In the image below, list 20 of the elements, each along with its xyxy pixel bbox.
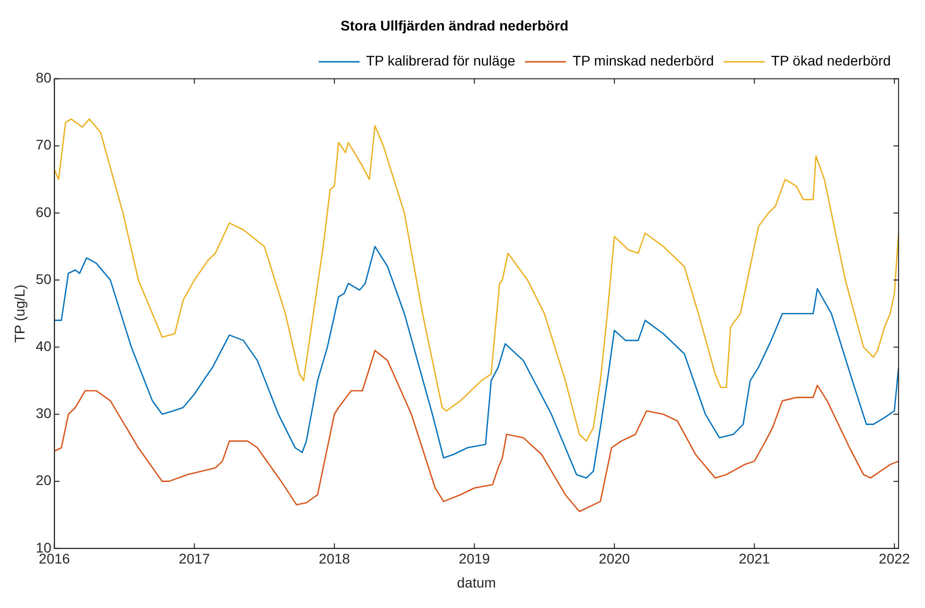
legend-label: TP kalibrerad för nuläge — [366, 52, 516, 69]
x-tick-label: 2020 — [598, 550, 630, 567]
chart-title: Stora Ullfjärden ändrad nederbörd — [340, 17, 568, 34]
y-tick-label: 50 — [36, 270, 52, 287]
y-axis-title: TP (ug/L) — [11, 284, 28, 343]
y-tick-label: 70 — [36, 136, 52, 153]
y-tick-label: 30 — [36, 405, 52, 422]
legend-label: TP minskad nederbörd — [572, 52, 714, 69]
x-tick-label: 2022 — [878, 550, 910, 567]
y-tick-label: 40 — [36, 338, 52, 354]
legend-label: TP ökad nederbörd — [771, 52, 891, 69]
y-tick-label: 80 — [36, 70, 52, 86]
y-tick-label: 10 — [36, 539, 52, 556]
x-axis-title: datum — [457, 574, 496, 590]
x-tick-label: 2019 — [458, 550, 490, 567]
x-tick-label: 2021 — [738, 550, 770, 567]
x-tick-label: 2018 — [318, 550, 350, 567]
y-tick-label: 20 — [36, 472, 52, 488]
x-tick-label: 2017 — [178, 550, 210, 567]
y-tick-label: 60 — [36, 204, 52, 220]
